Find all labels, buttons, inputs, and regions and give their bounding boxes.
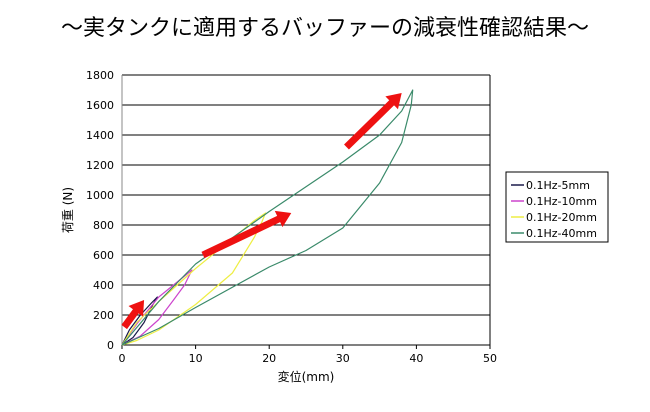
series-line xyxy=(121,269,193,346)
y-tick-label: 400 xyxy=(93,279,114,292)
x-tick-label: 20 xyxy=(262,352,276,365)
y-tick-label: 200 xyxy=(93,309,114,322)
legend-label: 0.1Hz-5mm xyxy=(526,179,590,192)
x-tick-label: 30 xyxy=(336,352,350,365)
x-tick-label: 0 xyxy=(119,352,126,365)
legend-label: 0.1Hz-20mm xyxy=(526,211,597,224)
y-tick-label: 0 xyxy=(107,339,114,352)
y-tick-label: 800 xyxy=(93,219,114,232)
legend xyxy=(505,171,609,243)
series-line xyxy=(121,296,158,346)
y-tick-label: 600 xyxy=(93,249,114,262)
series-line xyxy=(121,89,414,346)
legend-label: 0.1Hz-10mm xyxy=(526,195,597,208)
red-arrow-icon xyxy=(121,300,145,330)
y-tick-label: 1400 xyxy=(86,129,114,142)
page-title: ～実タンクに適用するバッファーの減衰性確認結果～ xyxy=(60,16,589,41)
y-tick-label: 1800 xyxy=(86,69,114,82)
x-tick-label: 40 xyxy=(409,352,423,365)
y-axis-label: 荷重 (N) xyxy=(61,187,75,233)
red-arrow-icon xyxy=(201,210,292,259)
x-axis-label: 変位(mm) xyxy=(278,369,335,384)
legend-label: 0.1Hz-40mm xyxy=(526,227,597,240)
x-tick-label: 10 xyxy=(189,352,203,365)
y-tick-label: 1600 xyxy=(86,99,114,112)
x-tick-label: 50 xyxy=(483,352,497,365)
y-tick-label: 1000 xyxy=(86,189,114,202)
red-arrow-icon xyxy=(344,93,402,150)
y-tick-label: 1200 xyxy=(86,159,114,172)
